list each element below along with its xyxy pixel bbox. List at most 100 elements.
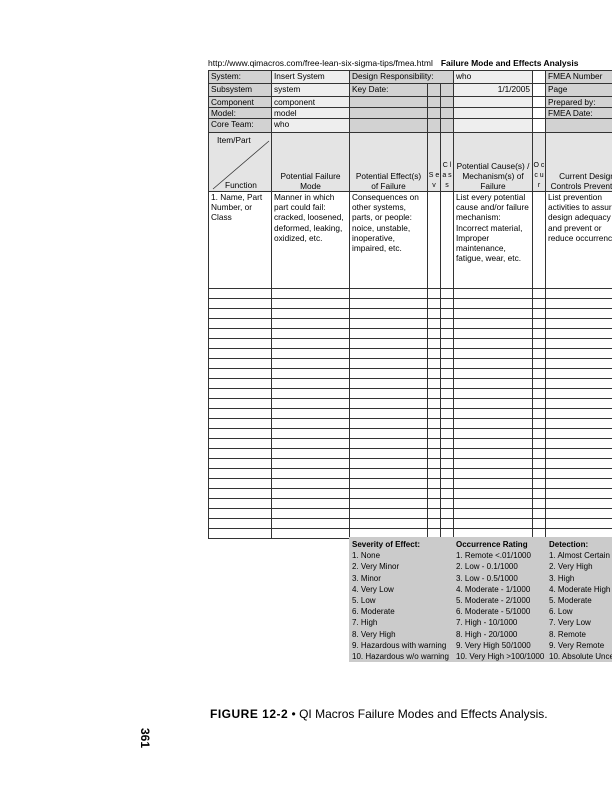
empty-cell[interactable] (349, 498, 428, 509)
empty-cell[interactable] (349, 328, 428, 339)
empty-cell[interactable] (440, 508, 454, 519)
empty-cell[interactable] (349, 348, 428, 359)
empty-cell[interactable] (440, 428, 454, 439)
empty-cell[interactable] (349, 488, 428, 499)
empty-cell[interactable] (427, 298, 441, 309)
empty-cell[interactable] (208, 298, 272, 309)
empty-cell[interactable] (453, 458, 533, 469)
empty-cell[interactable] (349, 338, 428, 349)
empty-cell[interactable] (208, 308, 272, 319)
empty-cell[interactable] (532, 458, 546, 469)
empty-cell[interactable] (440, 298, 454, 309)
empty-cell[interactable] (427, 358, 441, 369)
empty-cell[interactable] (271, 378, 350, 389)
empty-cell[interactable] (427, 518, 441, 529)
empty-cell[interactable] (453, 408, 533, 419)
empty-cell[interactable] (532, 418, 546, 429)
empty-cell[interactable] (532, 448, 546, 459)
empty-cell[interactable] (545, 398, 612, 409)
empty-cell[interactable] (349, 508, 428, 519)
empty-cell[interactable] (271, 408, 350, 419)
empty-cell[interactable] (349, 308, 428, 319)
empty-cell[interactable] (208, 408, 272, 419)
empty-cell[interactable] (532, 288, 546, 299)
empty-cell[interactable] (440, 398, 454, 409)
empty-cell[interactable] (208, 348, 272, 359)
empty-cell[interactable] (545, 358, 612, 369)
empty-cell[interactable] (440, 438, 454, 449)
empty-cell[interactable] (440, 408, 454, 419)
empty-cell[interactable] (532, 438, 546, 449)
empty-cell[interactable] (271, 288, 350, 299)
empty-cell[interactable] (349, 408, 428, 419)
empty-cell[interactable] (440, 488, 454, 499)
empty-cell[interactable] (440, 388, 454, 399)
empty-cell[interactable] (532, 498, 546, 509)
empty-cell[interactable] (271, 368, 350, 379)
empty-cell[interactable] (208, 438, 272, 449)
empty-cell[interactable] (271, 508, 350, 519)
empty-cell[interactable] (545, 438, 612, 449)
empty-cell[interactable] (349, 518, 428, 529)
empty-cell[interactable] (208, 288, 272, 299)
empty-cell[interactable] (349, 418, 428, 429)
empty-cell[interactable] (349, 398, 428, 409)
empty-cell[interactable] (545, 498, 612, 509)
empty-cell[interactable] (545, 348, 612, 359)
empty-cell[interactable] (440, 338, 454, 349)
empty-cell[interactable] (532, 378, 546, 389)
empty-cell[interactable] (440, 378, 454, 389)
empty-cell[interactable] (453, 508, 533, 519)
empty-cell[interactable] (349, 368, 428, 379)
empty-cell[interactable] (208, 328, 272, 339)
empty-cell[interactable] (427, 318, 441, 329)
empty-cell[interactable] (271, 488, 350, 499)
empty-cell[interactable] (453, 358, 533, 369)
empty-cell[interactable] (208, 458, 272, 469)
empty-cell[interactable] (545, 468, 612, 479)
empty-cell[interactable] (453, 298, 533, 309)
empty-cell[interactable] (349, 298, 428, 309)
empty-cell[interactable] (427, 488, 441, 499)
empty-cell[interactable] (545, 408, 612, 419)
empty-cell[interactable] (453, 368, 533, 379)
empty-cell[interactable] (453, 328, 533, 339)
empty-cell[interactable] (453, 448, 533, 459)
key-date-value[interactable]: 1/1/2005 (453, 83, 533, 97)
empty-cell[interactable] (453, 518, 533, 529)
empty-cell[interactable] (208, 378, 272, 389)
empty-cell[interactable] (349, 478, 428, 489)
empty-cell[interactable] (208, 528, 272, 539)
empty-cell[interactable] (545, 488, 612, 499)
empty-cell[interactable] (208, 368, 272, 379)
empty-cell[interactable] (208, 358, 272, 369)
empty-cell[interactable] (545, 378, 612, 389)
empty-cell[interactable] (271, 498, 350, 509)
empty-cell[interactable] (208, 318, 272, 329)
empty-cell[interactable] (349, 438, 428, 449)
empty-cell[interactable] (440, 328, 454, 339)
empty-cell[interactable] (545, 318, 612, 329)
empty-cell[interactable] (271, 418, 350, 429)
empty-cell[interactable] (427, 398, 441, 409)
empty-cell[interactable] (532, 408, 546, 419)
empty-cell[interactable] (208, 398, 272, 409)
empty-cell[interactable] (453, 378, 533, 389)
empty-cell[interactable] (271, 518, 350, 529)
core-team-value[interactable]: who (271, 118, 350, 133)
empty-cell[interactable] (545, 368, 612, 379)
empty-cell[interactable] (453, 418, 533, 429)
empty-cell[interactable] (440, 368, 454, 379)
component-value[interactable]: component (271, 96, 350, 108)
empty-cell[interactable] (532, 348, 546, 359)
empty-cell[interactable] (440, 418, 454, 429)
empty-cell[interactable] (453, 308, 533, 319)
empty-cell[interactable] (208, 498, 272, 509)
empty-cell[interactable] (440, 318, 454, 329)
empty-cell[interactable] (453, 338, 533, 349)
empty-cell[interactable] (271, 528, 350, 539)
empty-cell[interactable] (427, 338, 441, 349)
empty-cell[interactable] (545, 308, 612, 319)
empty-cell[interactable] (545, 338, 612, 349)
empty-cell[interactable] (271, 298, 350, 309)
